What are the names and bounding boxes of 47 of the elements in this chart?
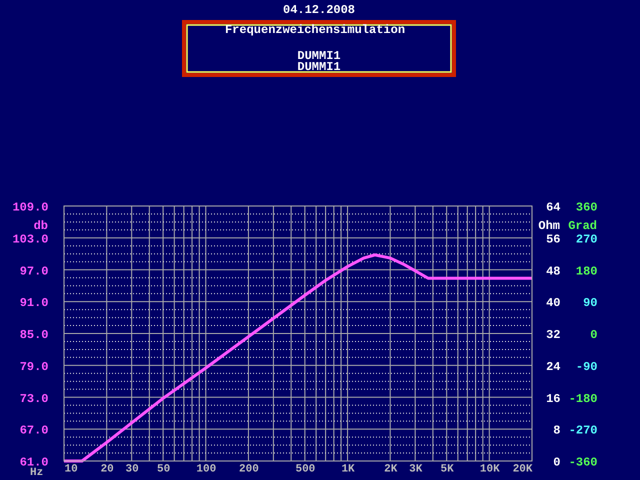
y3-tick-label: 270	[576, 232, 598, 246]
y3-tick-label: -90	[576, 360, 598, 374]
x-tick-label: 20	[100, 464, 114, 476]
x-tick-label: 3K	[409, 464, 423, 476]
y3-tick-label: -270	[568, 424, 598, 438]
y-tick-label: 103.0	[12, 232, 48, 246]
y-tick-label: 109.0	[12, 200, 48, 214]
y-tick-label: 97.0	[20, 264, 48, 278]
y-tick-label: 73.0	[20, 392, 48, 406]
x-tick-label: 30	[126, 464, 139, 476]
y2-axis-title: Ohm	[538, 219, 560, 233]
x-tick-label: 500	[295, 464, 316, 476]
x-tick-label: 10	[64, 464, 78, 476]
y2-tick-label: 0	[553, 456, 560, 470]
x-tick-label: 50	[156, 464, 170, 476]
x-tick-label: 5K	[440, 464, 454, 476]
x-tick-label: 20K	[512, 464, 533, 476]
y-axis-title: db	[34, 219, 48, 233]
x-tick-label: 100	[196, 464, 216, 476]
y-tick-label: 91.0	[20, 296, 48, 310]
y2-tick-label: 24	[546, 360, 560, 374]
y2-tick-label: 48	[546, 264, 560, 278]
chart-title: Frequenzweichensimulation	[224, 23, 406, 37]
x-tick-label: 200	[239, 464, 259, 476]
x-tick-label: 1K	[341, 464, 356, 476]
y3-axis-title: Grad	[568, 219, 597, 233]
y2-tick-label: 32	[546, 328, 560, 342]
y-tick-label: 85.0	[20, 328, 48, 342]
y3-tick-label: -180	[568, 392, 598, 406]
y2-tick-label: 56	[546, 232, 560, 246]
y-tick-label: 67.0	[20, 424, 48, 438]
y3-tick-label: -360	[568, 456, 598, 470]
y2-tick-label: 40	[546, 296, 560, 310]
chart-subtitle: DUMMI1	[297, 49, 341, 63]
y2-tick-label: 16	[546, 392, 560, 406]
y3-tick-label: 180	[576, 264, 598, 278]
x-tick-label: 2K	[384, 464, 398, 476]
y2-tick-label: 64	[546, 200, 560, 214]
text: DUMMI1	[297, 60, 341, 74]
y3-tick-label: 0	[590, 328, 598, 342]
text: 04.12.2008	[282, 3, 356, 17]
y-tick-label: 79.0	[20, 360, 48, 374]
y2-tick-label: 8	[553, 424, 560, 438]
x-tick-label: 10K	[480, 464, 500, 476]
y3-tick-label: 360	[576, 200, 598, 214]
y3-tick-label: 90	[583, 296, 598, 310]
x-axis-title: Hz	[30, 467, 44, 479]
